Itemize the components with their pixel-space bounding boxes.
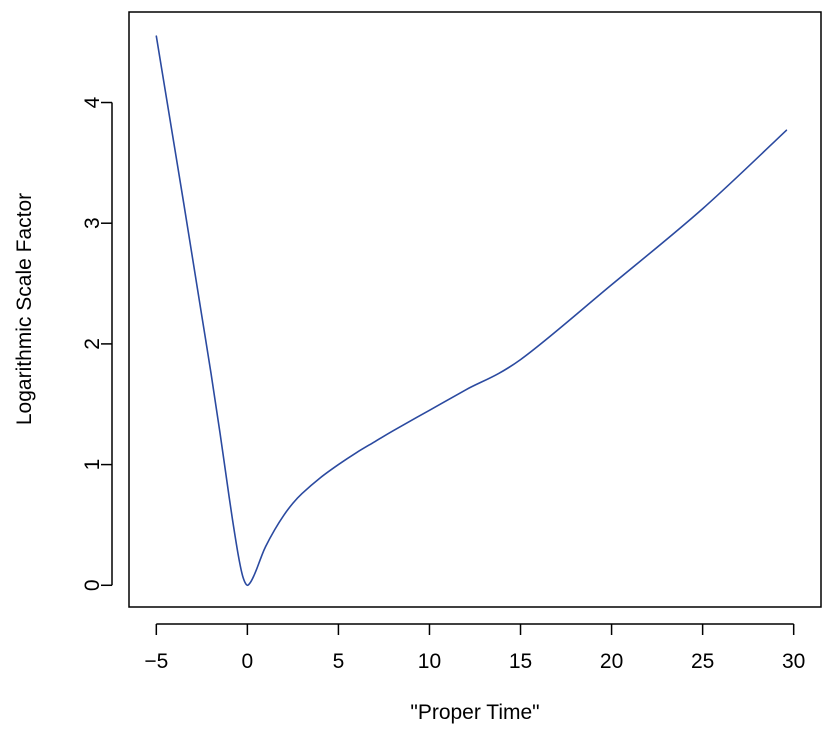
series-line [155, 35, 788, 587]
series-layer [155, 35, 788, 587]
y-tick-label: 3 [81, 217, 104, 229]
y-tick-label: 1 [81, 459, 104, 471]
x-tick-label: 0 [242, 650, 254, 673]
x-tick-label: −5 [144, 650, 168, 673]
y-axis: 0 1 2 3 4 [81, 96, 113, 591]
x-tick-label: 30 [782, 650, 805, 673]
x-tick-label: 5 [333, 650, 345, 673]
x-axis-title: "Proper Time" [410, 701, 539, 724]
x-axis: −5 0 5 10 15 20 25 30 [144, 623, 805, 673]
y-tick-label: 0 [81, 579, 104, 591]
y-tick-label: 4 [81, 96, 104, 108]
y-tick-label: 2 [81, 338, 104, 350]
y-axis-title: Logarithmic Scale Factor [13, 193, 36, 425]
x-tick-label: 15 [509, 650, 532, 673]
x-tick-label: 20 [600, 650, 623, 673]
x-tick-label: 25 [691, 650, 714, 673]
plot-area-box [128, 11, 822, 608]
x-tick-label: 10 [418, 650, 441, 673]
